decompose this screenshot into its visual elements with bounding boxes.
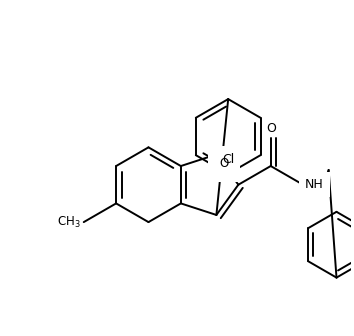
Text: Cl: Cl <box>222 153 234 166</box>
Text: NH: NH <box>305 178 324 191</box>
Text: O: O <box>219 158 229 170</box>
Text: O: O <box>266 122 276 134</box>
Text: CH$_3$: CH$_3$ <box>57 215 81 229</box>
